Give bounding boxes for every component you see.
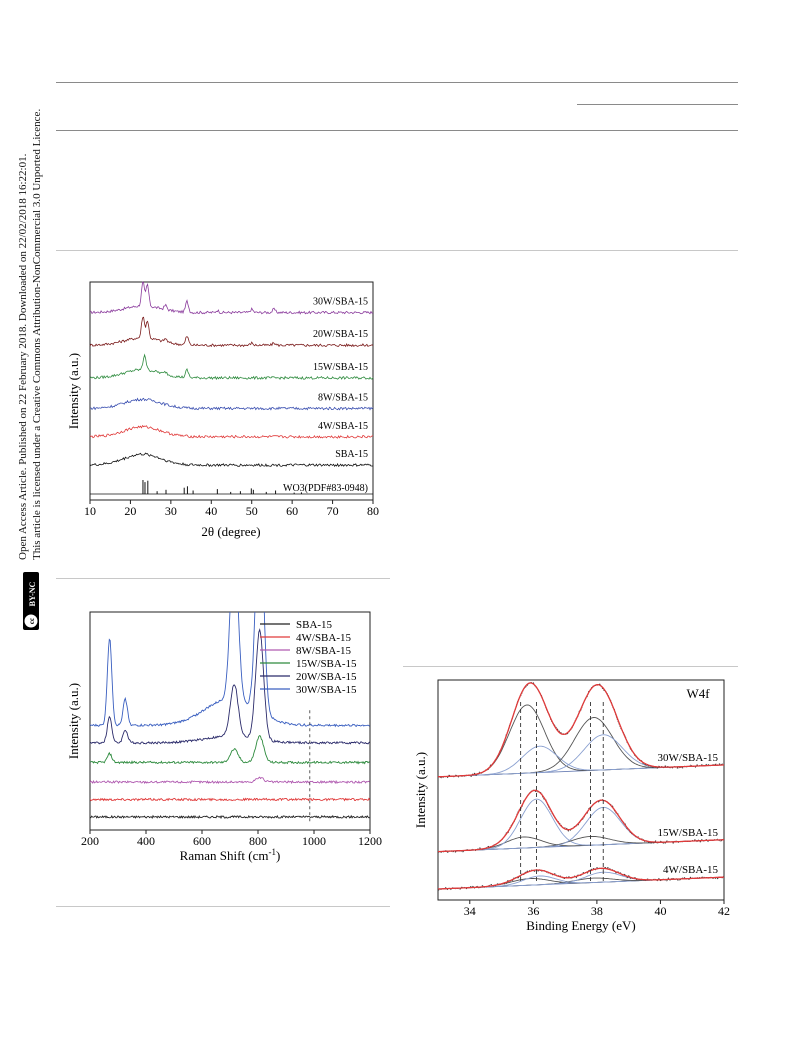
xps-series-label: 15W/SBA-15 — [658, 827, 719, 839]
xps-xlabel: Binding Energy (eV) — [526, 918, 636, 933]
xps-series-label: 4W/SBA-15 — [663, 864, 719, 876]
xrd-xtick-label: 10 — [84, 504, 96, 518]
raman-ylabel: Intensity (a.u.) — [66, 683, 81, 759]
xps-component — [437, 704, 725, 778]
xps-envelope-4w-sba-15 — [437, 867, 725, 890]
xrd-series-label: SBA-15 — [335, 449, 368, 460]
raman-xtick-label: 1000 — [302, 834, 326, 848]
xrd-xtick-label: 80 — [367, 504, 379, 518]
xrd-series-20w-sba-15 — [89, 316, 374, 348]
xps-xtick-label: 36 — [527, 904, 539, 918]
xps-xtick-label: 42 — [718, 904, 730, 918]
xps-raw-data — [437, 789, 725, 853]
xrd-ylabel: Intensity (a.u.) — [66, 353, 81, 429]
short-rule — [577, 104, 738, 105]
side-license: cc BY-NC Open Access Article. Published … — [10, 109, 50, 640]
xps-component — [437, 717, 725, 778]
xps-plot-frame — [437, 679, 725, 901]
xps-envelope-30w-sba-15 — [437, 682, 725, 778]
xrd-series-30w-sba-15 — [89, 281, 374, 315]
raman-xlabel-sup: -1 — [268, 847, 276, 857]
raman-legend-label: 20W/SBA-15 — [296, 671, 357, 683]
raman-series-8w-sba-15 — [90, 776, 370, 785]
raman-legend-label: 15W/SBA-15 — [296, 658, 357, 670]
top-rule — [56, 82, 738, 83]
raman-legend-label: 30W/SBA-15 — [296, 684, 357, 696]
xrd-figure: 30W/SBA-15 20W/SBA-15 15W/SBA-15 8W/SBA-15 4… — [60, 280, 390, 545]
xps-xtick-label: 34 — [464, 904, 476, 918]
cc-badge-mark: cc — [28, 618, 36, 624]
xrd-xtick-label: 40 — [205, 504, 217, 518]
figure-rule-left-2 — [56, 906, 390, 907]
raman-series-15w-sba-15 — [90, 735, 370, 765]
xps-figure: 30W/SBA-15 15W/SBA-15 4W/SBA-15 34 36 38 40 42… — [405, 678, 740, 940]
raman-xtick-label: 200 — [81, 834, 99, 848]
xps-xtick-label: 40 — [654, 904, 666, 918]
xrd-reference-label: WO3(PDF#83-0948) — [283, 483, 368, 494]
xps-ylabel: Intensity (a.u.) — [413, 752, 428, 828]
figure-rule-right-1 — [403, 666, 738, 667]
raman-legend-label: SBA-15 — [296, 619, 333, 631]
xrd-series-label: 30W/SBA-15 — [313, 297, 368, 308]
xrd-xtick-label: 20 — [124, 504, 136, 518]
xps-title: W4f — [686, 686, 710, 701]
raman-xtick-label: 800 — [249, 834, 267, 848]
xrd-series-label: 8W/SBA-15 — [318, 392, 368, 403]
xrd-series-label: 15W/SBA-15 — [313, 362, 368, 373]
raman-figure: 200 400 600 800 1000 1200 SBA-15 4W/SBA-15 8W/S… — [60, 610, 390, 875]
xrd-xlabel: 2θ (degree) — [201, 524, 260, 539]
xrd-series-sba-15 — [89, 452, 374, 468]
xps-component — [437, 798, 725, 853]
raman-series-20w-sba-15 — [90, 628, 370, 745]
figure-rule-left-1 — [56, 578, 390, 579]
xrd-xtick-label: 50 — [246, 504, 258, 518]
raman-series-4w-sba-15 — [90, 797, 370, 802]
raman-legend-label: 4W/SBA-15 — [296, 632, 352, 644]
raman-xlabel-end: ) — [276, 848, 280, 863]
raman-legend-label: 8W/SBA-15 — [296, 645, 352, 657]
xps-envelope-15w-sba-15 — [437, 789, 725, 853]
xrd-series-8w-sba-15 — [89, 397, 374, 411]
xrd-xtick-label: 70 — [327, 504, 339, 518]
xps-xtick-label: 38 — [591, 904, 603, 918]
xrd-xtick-label: 60 — [286, 504, 298, 518]
xrd-series-label: 20W/SBA-15 — [313, 329, 368, 340]
raman-xtick-label: 400 — [137, 834, 155, 848]
raman-series-30w-sba-15 — [90, 612, 370, 728]
xrd-series-label: 4W/SBA-15 — [318, 421, 368, 432]
cc-badge[interactable]: cc BY-NC — [23, 572, 39, 630]
raman-xtick-label: 1200 — [358, 834, 382, 848]
cc-badge-label: BY-NC — [28, 581, 37, 606]
license-line-2[interactable]: This article is licensed under a Creativ… — [31, 109, 43, 560]
header-rule — [56, 130, 738, 131]
xps-series-label: 30W/SBA-15 — [658, 752, 719, 764]
raman-series-sba-15 — [90, 814, 370, 820]
xrd-series-4w-sba-15 — [89, 424, 374, 439]
raman-xtick-label: 600 — [193, 834, 211, 848]
xrd-series-15w-sba-15 — [89, 353, 374, 381]
section-rule-1 — [56, 250, 738, 251]
xrd-plot-frame — [89, 281, 374, 501]
raman-xlabel: Raman Shift (cm-1) — [180, 847, 281, 863]
xrd-xtick-label: 30 — [165, 504, 177, 518]
raman-xlabel-main: Raman Shift (cm — [180, 848, 269, 863]
license-line-1: Open Access Article. Published on 22 Feb… — [17, 153, 29, 560]
